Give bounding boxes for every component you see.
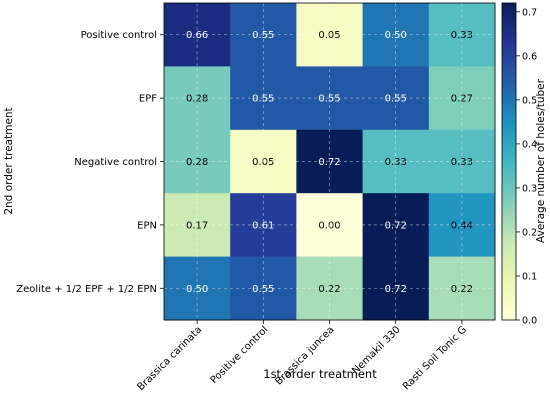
heatmap-grid [164, 3, 495, 320]
colorbar-tick-label: 0.0 [522, 316, 537, 327]
cell-value-label: 0.33 [451, 157, 473, 168]
cell-value-label: 0.72 [318, 157, 340, 168]
colorbar-tick-label: 0.6 [522, 51, 537, 62]
colorbar-tick-label: 0.2 [522, 227, 537, 238]
x-axis-ticks: Brassica carinata Positive control Brassic… [136, 320, 469, 393]
colorbar-ticks: 0.0 0.1 0.2 0.3 0.4 0.5 0.6 0.7 [516, 7, 537, 327]
cell-value-label: 0.22 [318, 284, 340, 295]
colorbar-tick-label: 0.7 [522, 7, 537, 18]
cell-value-label: 0.33 [385, 157, 407, 168]
colorbar-label: Average number of holes/tuber [535, 78, 547, 243]
y-tick-label: Positive control [81, 30, 157, 41]
cell-value-label: 0.22 [451, 284, 473, 295]
y-tick-label: EPN [137, 220, 157, 231]
y-tick-label: EPF [139, 94, 157, 105]
y-tick-label: Zeolite + 1/2 EPF + 1/2 EPN [16, 284, 157, 295]
colorbar-tick-label: 0.5 [522, 95, 537, 106]
cell-value-label: 0.72 [385, 284, 407, 295]
y-tick-label: Negative control [74, 157, 157, 168]
colorbar-tick-label: 0.1 [522, 271, 537, 282]
colorbar-tick-label: 0.3 [522, 183, 537, 194]
colorbar [501, 2, 517, 321]
cell-value-label: 0.55 [252, 284, 274, 295]
cell-value-label: 0.28 [186, 157, 208, 168]
colorbar-tick-label: 0.4 [522, 139, 537, 150]
x-tick-label: Rasti Soil Tonic G [401, 324, 469, 392]
cell-value-label: 0.50 [186, 284, 208, 295]
y-axis-ticks: Positive control EPF Negative control EPN Ze… [16, 30, 164, 295]
x-tick-label: Brassica carinata [136, 324, 205, 393]
x-tick-label: Positive control [209, 324, 271, 386]
y-axis-label: 2nd order treatment [3, 107, 15, 214]
x-axis-label: 1st order treatment [263, 367, 377, 381]
cell-value-label: 0.05 [252, 157, 274, 168]
